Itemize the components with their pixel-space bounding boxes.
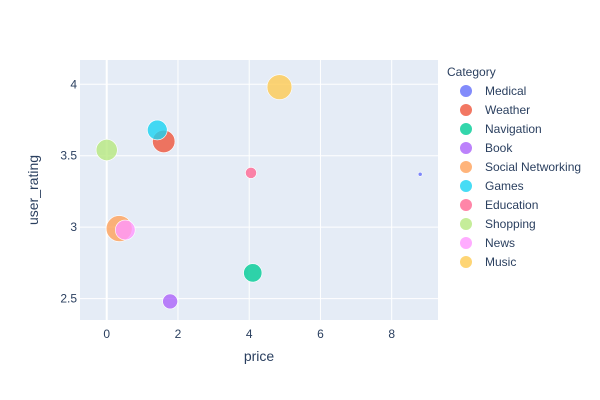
x-tick-label: 8: [388, 327, 395, 341]
x-tick-label: 2: [175, 327, 182, 341]
legend-label: Weather: [485, 103, 530, 117]
legend: Category Medical Weather Navigation Book Soc…: [447, 65, 581, 269]
data-point-music[interactable]: [266, 74, 293, 100]
legend-label: Social Networking: [485, 160, 581, 174]
y-tick-label: 3: [70, 220, 77, 234]
data-point-news[interactable]: [115, 219, 136, 241]
legend-label: Navigation: [485, 122, 542, 136]
x-tick-label: 4: [246, 327, 253, 341]
x-tick-label: 6: [317, 327, 324, 341]
legend-item-music[interactable]: Music: [460, 255, 516, 269]
grid-lines: [80, 60, 438, 320]
x-axis-ticks: 0 2 4 6 8: [103, 327, 395, 341]
legend-item-news[interactable]: News: [460, 236, 515, 250]
legend-item-book[interactable]: Book: [460, 141, 513, 155]
legend-marker: [460, 256, 472, 268]
legend-marker: [460, 123, 472, 135]
legend-marker: [460, 161, 472, 173]
legend-label: Book: [485, 141, 513, 155]
legend-label: News: [485, 236, 515, 250]
y-tick-label: 3.5: [60, 149, 77, 163]
legend-title: Category: [447, 65, 496, 79]
data-point-book[interactable]: [162, 293, 178, 310]
data-point-shopping[interactable]: [95, 139, 118, 161]
legend-marker: [460, 237, 472, 249]
y-tick-label: 4: [70, 77, 77, 91]
plot-background: [80, 60, 438, 320]
legend-item-education[interactable]: Education: [460, 198, 538, 212]
y-tick-label: 2.5: [60, 292, 77, 306]
legend-marker: [460, 180, 472, 192]
legend-marker: [460, 85, 472, 97]
data-point-games[interactable]: [147, 119, 168, 141]
data-point-medical[interactable]: [417, 171, 423, 177]
legend-label: Education: [485, 198, 538, 212]
legend-item-social-networking[interactable]: Social Networking: [460, 160, 581, 174]
x-axis-title: price: [244, 348, 275, 364]
legend-marker: [460, 142, 472, 154]
legend-item-shopping[interactable]: Shopping: [460, 217, 536, 231]
legend-item-games[interactable]: Games: [460, 179, 524, 193]
legend-label: Shopping: [485, 217, 536, 231]
legend-label: Games: [485, 179, 524, 193]
legend-item-medical[interactable]: Medical: [460, 84, 526, 98]
x-tick-label: 0: [103, 327, 110, 341]
legend-marker: [460, 104, 472, 116]
legend-label: Medical: [485, 84, 526, 98]
data-point-education[interactable]: [245, 166, 257, 179]
legend-item-weather[interactable]: Weather: [460, 103, 530, 117]
legend-marker: [460, 218, 472, 230]
legend-item-navigation[interactable]: Navigation: [460, 122, 542, 136]
y-axis-title: user_rating: [25, 155, 41, 225]
data-point-navigation[interactable]: [243, 263, 263, 283]
legend-label: Music: [485, 255, 516, 269]
data-points: [95, 74, 423, 310]
legend-marker: [460, 199, 472, 211]
y-axis-ticks: 2.5 3 3.5 4: [60, 77, 77, 305]
